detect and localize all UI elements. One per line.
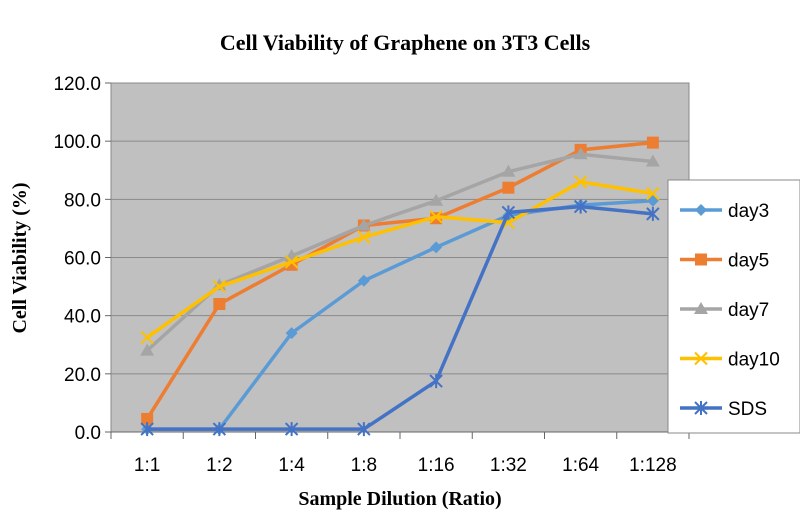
point-day10-0 xyxy=(140,330,154,345)
x-tick-label-7: 1:128 xyxy=(629,455,677,476)
axes: 0.0 20.0 40.0 60.0 80.0 100.0 120.0 1:1 1:2 1:4 1:… xyxy=(53,74,690,476)
point-SDS-4 xyxy=(429,374,443,389)
series-SDS xyxy=(140,199,660,437)
point-day7-3 xyxy=(356,218,371,231)
legend-marker-day5 xyxy=(695,253,707,266)
y-tick-label-3: 60.0 xyxy=(64,249,101,270)
x-axis-title: Sample Dilution (Ratio) xyxy=(298,488,501,510)
series-line-day10 xyxy=(146,180,654,339)
legend-item-day10: day10 xyxy=(680,350,780,371)
y-tick-label-2: 40.0 xyxy=(64,307,101,328)
point-day3-2 xyxy=(285,327,298,340)
y-tick-label-1: 20.0 xyxy=(64,365,101,386)
legend-item-day7: day7 xyxy=(680,300,769,321)
legend-label-day3: day3 xyxy=(728,201,769,222)
series-line-SDS xyxy=(147,204,654,431)
point-day10-1 xyxy=(212,279,227,294)
legend-label-day5: day5 xyxy=(728,251,769,272)
point-SDS-1 xyxy=(212,422,227,437)
point-day5-7 xyxy=(646,136,659,149)
point-SDS-7 xyxy=(646,206,660,221)
series-layer xyxy=(140,136,660,437)
point-day5-1 xyxy=(213,298,226,311)
point-day10-7-b xyxy=(646,186,660,201)
point-day10-6-b xyxy=(573,175,588,189)
point-SDS-6 xyxy=(573,199,588,214)
y-tick-label-4: 80.0 xyxy=(64,190,101,211)
legend-item-day3: day3 xyxy=(680,201,769,222)
legend-marker-day10-b xyxy=(694,351,708,366)
point-day10-4-b xyxy=(429,210,443,224)
legend-marker-day7 xyxy=(694,302,708,314)
point-day10-6 xyxy=(573,175,588,189)
point-day10-4 xyxy=(429,210,443,224)
point-day5-0 xyxy=(141,412,154,425)
point-day10-1-b xyxy=(212,279,227,294)
legend-label-SDS: SDS xyxy=(728,399,767,420)
x-tick-label-2: 1:4 xyxy=(278,455,305,476)
y-tick-label-6: 120.0 xyxy=(53,74,101,95)
point-day7-0 xyxy=(140,343,155,356)
point-day10-2 xyxy=(284,255,299,269)
legend-marker-day10 xyxy=(694,351,708,366)
legend-item-SDS: SDS xyxy=(680,399,767,420)
point-SDS-2 xyxy=(284,422,299,437)
legend: day3 day5 day7 day10 SDS xyxy=(667,179,800,434)
series-line-day7 xyxy=(145,152,654,352)
point-day3-4 xyxy=(430,241,443,254)
x-tick-label-0: 1:1 xyxy=(134,455,160,476)
y-axis-title: Cell Viability (%) xyxy=(9,182,31,333)
point-SDS-0 xyxy=(140,422,154,437)
x-tick-label-5: 1:32 xyxy=(490,455,527,476)
legend-marker-SDS xyxy=(694,401,708,415)
legend-label-day10: day10 xyxy=(728,350,780,371)
point-SDS-3 xyxy=(357,422,371,437)
point-day3-3 xyxy=(357,274,370,287)
point-day10-5-b xyxy=(501,215,516,230)
point-day7-4 xyxy=(429,193,444,206)
legend-box xyxy=(667,179,800,434)
x-tick-label-6: 1:64 xyxy=(562,455,599,476)
point-day10-7 xyxy=(646,186,660,201)
legend-label-day7: day7 xyxy=(728,300,769,321)
chart-title: Cell Viability of Graphene on 3T3 Cells xyxy=(220,30,591,55)
point-SDS-5 xyxy=(501,205,516,220)
point-day10-0-b xyxy=(140,330,154,345)
y-tick-label-5: 100.0 xyxy=(53,132,101,153)
x-tick-label-3: 1:8 xyxy=(351,455,377,476)
x-tick-label-4: 1:16 xyxy=(418,455,455,476)
point-day10-3 xyxy=(357,230,371,244)
point-day7-5 xyxy=(501,164,516,177)
y-tick-label-0: 0.0 xyxy=(75,423,101,444)
point-day7-6 xyxy=(573,147,588,160)
legend-marker-day3 xyxy=(695,204,707,216)
point-day5-5 xyxy=(502,181,515,194)
grid-lines xyxy=(111,140,689,375)
legend-item-day5: day5 xyxy=(680,251,769,272)
x-tick-label-1: 1:2 xyxy=(206,455,232,476)
point-day10-3-b xyxy=(357,230,371,244)
point-day7-7 xyxy=(645,154,660,167)
point-day10-2-b xyxy=(284,255,299,269)
series-day10 xyxy=(140,175,660,345)
